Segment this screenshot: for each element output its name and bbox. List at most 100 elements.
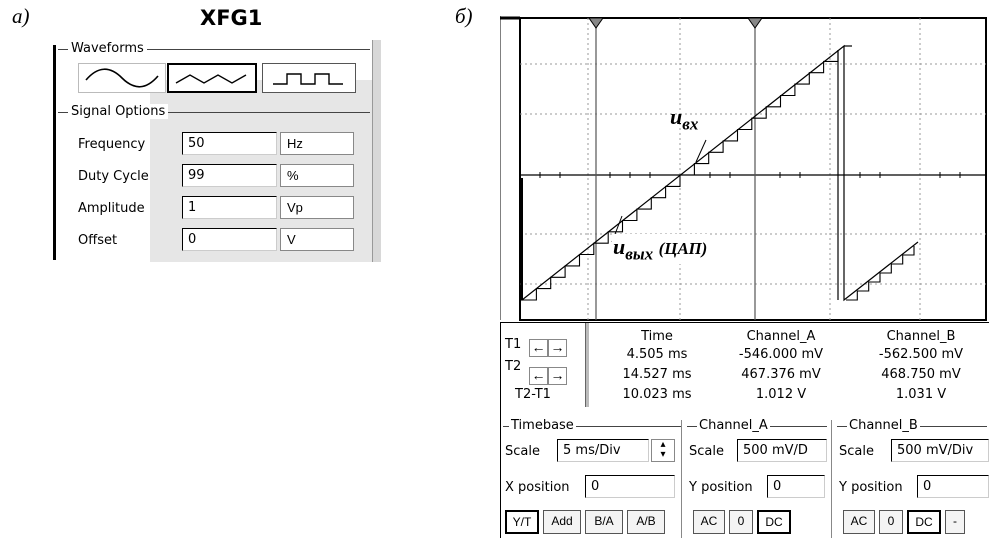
channel-b-invert-button[interactable]: - [945,510,965,534]
output-voltage-symbol: u [613,234,626,259]
delta-channel-a-value: 1.012 V [755,387,807,402]
panel-edge [372,40,381,262]
output-voltage-label: uвых (ЦАП) [612,234,709,265]
arrow-right-icon: → [550,339,565,355]
frequency-input[interactable]: 50 [182,132,277,155]
frequency-label: Frequency [78,137,146,152]
delta-channel-b-value: 1.031 V [895,387,947,402]
timebase-legend: Timebase [509,418,576,433]
function-generator-panel: XFG1 Waveforms Signal Options Frequency … [50,0,381,265]
spin-down-icon: ▾ [660,449,666,460]
input-voltage-subscript: вх [682,114,699,134]
time-header: Time [641,329,673,344]
timebase-scale-label: Scale [505,444,540,459]
channel-a-zero-button[interactable]: 0 [729,510,753,534]
spin-up-icon: ▴ [660,439,666,450]
square-wave-icon [273,73,343,85]
signal-options-group-line [58,112,370,113]
t2-left-arrow-button[interactable]: ← [529,367,548,385]
readout-separator [585,323,589,407]
channel-a-legend: Channel_A [697,418,770,433]
arrow-right-icon: → [550,367,565,383]
arrow-left-icon: ← [531,367,546,383]
cursor-t2-label: T2 [505,359,522,374]
input-voltage-label: uвх [670,104,698,134]
amplitude-unit-select[interactable]: Vp [280,196,354,219]
yt-mode-button[interactable]: Y/T [505,510,539,534]
panel-b-label: б) [455,4,473,28]
output-voltage-dac: (ЦАП) [658,239,708,258]
sine-wave-button[interactable] [78,63,166,93]
instrument-title: XFG1 [200,6,263,30]
channel-a-dc-button[interactable]: DC [757,510,791,534]
timebase-xpos-label: X position [505,480,570,495]
cursor-readout-panel: T1 T2 T2-T1 ← → ← → Time Channel_A Chann… [500,322,989,407]
t2-channel-b-value: 468.750 mV [881,367,961,382]
triangle-wave-icon [175,74,247,84]
offset-unit-select[interactable]: V [280,228,354,251]
signal-options-legend: Signal Options [68,104,169,119]
sine-wave-icon [85,68,159,88]
delta-time-value: 10.023 ms [622,387,692,402]
channel-b-zero-button[interactable]: 0 [879,510,903,534]
controls-divider-1 [681,420,682,538]
oscilloscope-screen [499,4,988,322]
channel-b-ypos-input[interactable]: 0 [917,475,989,498]
arrow-left-icon: ← [531,339,546,355]
duty-cycle-unit: % [280,164,354,187]
timebase-spinner[interactable]: ▴ ▾ [651,439,675,462]
channel-b-dc-button[interactable]: DC [907,510,941,534]
output-voltage-subscript: вых [625,244,654,264]
t2-time-value: 14.527 ms [622,367,692,382]
channel-b-scale-label: Scale [839,444,874,459]
amplitude-label: Amplitude [78,201,145,216]
channel-a-ac-button[interactable]: AC [693,510,725,534]
waveforms-group-line [58,49,370,50]
duty-cycle-input[interactable]: 99 [182,164,277,187]
t2-channel-a-value: 467.376 mV [741,367,821,382]
cursor-t1-label: T1 [505,337,522,352]
oscilloscope-trace-svg [499,16,987,321]
channel-a-scale-input[interactable]: 500 mV/D [737,439,827,462]
channel-a-ypos-input[interactable]: 0 [767,475,825,498]
ba-mode-button[interactable]: B/A [585,510,623,534]
channel-a-header: Channel_A [746,329,816,344]
timebase-xpos-input[interactable]: 0 [585,475,675,498]
t1-left-arrow-button[interactable]: ← [529,339,548,357]
scope-controls-panel: Timebase Scale 5 ms/Div ▴ ▾ X position 0 … [500,406,989,538]
t1-right-arrow-button[interactable]: → [548,339,567,357]
duty-cycle-label: Duty Cycle [78,169,149,184]
add-mode-button[interactable]: Add [543,510,581,534]
channel-b-ac-button[interactable]: AC [843,510,875,534]
ab-mode-button[interactable]: A/B [627,510,665,534]
triangle-wave-button[interactable] [167,63,257,93]
channel-b-ypos-label: Y position [839,480,903,495]
square-wave-button[interactable] [262,63,356,93]
cursor-t2-marker [747,17,763,29]
dac-staircase-trace [522,50,915,301]
cursor-delta-label: T2-T1 [515,387,551,402]
frequency-unit-select[interactable]: Hz [280,132,354,155]
input-sawtooth-trace [519,44,919,302]
offset-label: Offset [78,233,118,248]
waveforms-legend: Waveforms [68,41,147,56]
channel-a-scale-label: Scale [689,444,724,459]
grid-lines [520,18,986,320]
timebase-scale-input[interactable]: 5 ms/Div [557,439,649,462]
input-voltage-symbol: u [670,104,683,129]
channel-b-header: Channel_B [886,329,956,344]
panel-left-border [53,45,56,260]
t1-time-value: 4.505 ms [626,347,688,362]
controls-divider-2 [831,420,832,538]
t1-channel-b-value: -562.500 mV [878,347,964,362]
panel-a-label: а) [12,4,30,28]
offset-input[interactable]: 0 [182,228,277,251]
channel-b-legend: Channel_B [847,418,920,433]
amplitude-input[interactable]: 1 [182,196,277,219]
timebase-group-line [503,426,681,427]
channel-b-scale-input[interactable]: 500 mV/Div [891,439,989,462]
channel-a-ypos-label: Y position [689,480,753,495]
t1-channel-a-value: -546.000 mV [738,347,824,362]
t2-right-arrow-button[interactable]: → [548,367,567,385]
cursor-t1-marker [588,17,604,29]
